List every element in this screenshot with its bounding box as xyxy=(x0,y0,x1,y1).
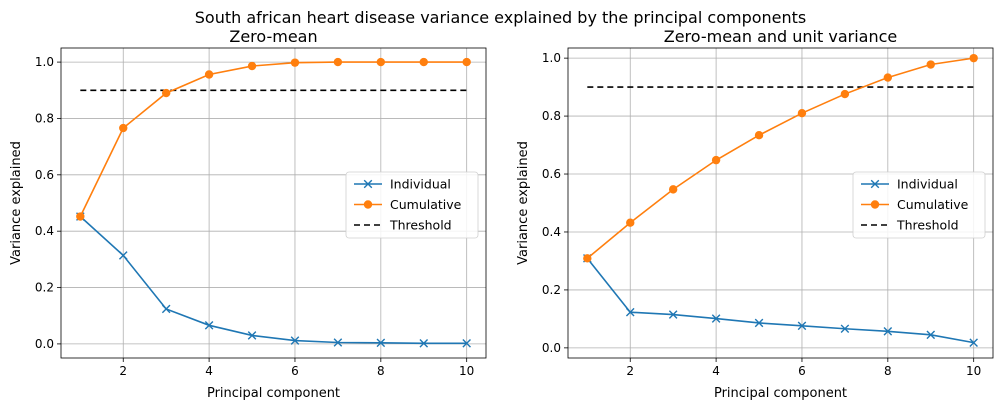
legend: Individual Cumulative Threshold xyxy=(852,171,986,239)
y-tick-label: 0.4 xyxy=(35,224,54,238)
legend-marker xyxy=(363,179,373,189)
data-point-cumulative xyxy=(204,70,214,79)
x-tick-label: 6 xyxy=(798,364,806,378)
data-point-cumulative xyxy=(583,254,592,263)
data-point-cumulative xyxy=(969,53,978,63)
data-point-cumulative xyxy=(883,73,893,82)
y-tick-label: 1.0 xyxy=(542,51,561,65)
data-point-cumulative xyxy=(119,123,128,133)
data-point-cumulative xyxy=(626,218,635,227)
x-tick-label: 4 xyxy=(712,364,720,378)
x-tick-label: 10 xyxy=(459,364,474,378)
legend-label: Threshold xyxy=(896,218,959,233)
y-tick-label: 0.0 xyxy=(542,341,561,355)
data-point-cumulative xyxy=(926,60,935,69)
y-tick-label: 0.8 xyxy=(35,111,54,125)
data-point-individual xyxy=(333,338,343,347)
data-point-individual xyxy=(668,310,678,319)
series-line-cumulative xyxy=(79,61,467,217)
legend-box xyxy=(852,171,986,239)
legend-label: Individual xyxy=(390,177,451,192)
axes-frame xyxy=(567,47,994,359)
axes-frame xyxy=(60,47,487,359)
legend-box xyxy=(345,171,479,239)
figure-suptitle: South african heart disease variance exp… xyxy=(194,8,807,27)
data-point-individual xyxy=(376,338,386,348)
y-tick-label: 0.6 xyxy=(35,168,54,182)
x-tick-label: 10 xyxy=(966,364,981,378)
subplot-title: Zero-mean and unit variance xyxy=(664,27,898,46)
legend-marker xyxy=(870,179,880,189)
subplot-2: 2 4 6 8 10 0.0 0.2 0.4 0.6 0.8 1.0 Principal compon… xyxy=(516,27,994,401)
legend-label: Individual xyxy=(897,177,958,192)
legend: Individual Cumulative Threshold xyxy=(345,171,479,239)
legend-label: Cumulative xyxy=(897,197,969,212)
data-point-cumulative xyxy=(711,155,721,165)
legend-label: Cumulative xyxy=(390,197,462,212)
series-line-individual xyxy=(79,215,467,345)
y-tick-label: 1.0 xyxy=(35,55,54,69)
data-point-cumulative xyxy=(333,57,343,67)
data-point-individual xyxy=(754,318,764,328)
x-tick-label: 8 xyxy=(377,364,385,378)
x-tick-label: 4 xyxy=(205,364,213,378)
y-axis-label: Variance explained xyxy=(9,141,24,265)
data-point-cumulative xyxy=(290,58,300,67)
y-tick-label: 0.8 xyxy=(542,109,561,123)
data-point-cumulative xyxy=(754,131,764,140)
data-point-individual xyxy=(711,314,721,323)
subplot-title: Zero-mean xyxy=(229,27,317,46)
x-tick-label: 2 xyxy=(626,364,634,378)
data-point-individual xyxy=(247,331,257,340)
data-point-cumulative xyxy=(376,57,386,67)
data-point-individual xyxy=(118,251,128,260)
data-point-individual xyxy=(883,327,893,336)
data-point-individual xyxy=(840,324,850,334)
data-point-cumulative xyxy=(247,61,257,71)
y-tick-label: 0.2 xyxy=(35,281,54,295)
data-point-individual xyxy=(161,304,171,314)
x-tick-label: 2 xyxy=(119,364,127,378)
data-point-cumulative xyxy=(161,88,171,98)
legend-marker xyxy=(363,200,373,209)
y-tick-label: 0.6 xyxy=(542,167,561,181)
data-point-individual xyxy=(290,336,300,345)
y-tick-label: 0.2 xyxy=(542,283,561,297)
legend-marker xyxy=(870,200,880,209)
data-point-individual xyxy=(419,339,429,348)
legend-label: Threshold xyxy=(389,218,452,233)
y-tick-label: 0.0 xyxy=(35,337,54,351)
data-point-cumulative xyxy=(668,185,678,194)
data-point-individual xyxy=(462,339,471,348)
data-point-cumulative xyxy=(840,89,850,99)
data-point-cumulative xyxy=(76,212,85,221)
subplot-1: 2 4 6 8 10 0.0 0.2 0.4 0.6 0.8 1.0 Principal compon… xyxy=(9,27,487,401)
data-point-individual xyxy=(625,307,635,317)
series-line-individual xyxy=(586,257,974,344)
y-tick-label: 0.4 xyxy=(542,225,561,239)
data-point-individual xyxy=(926,330,936,340)
data-point-individual xyxy=(969,338,978,347)
data-point-individual xyxy=(204,321,214,330)
data-point-cumulative xyxy=(462,57,471,67)
x-tick-label: 8 xyxy=(884,364,892,378)
series-line-cumulative xyxy=(586,57,974,259)
data-point-cumulative xyxy=(797,108,807,118)
x-axis-label: Principal component xyxy=(714,386,847,401)
x-tick-label: 6 xyxy=(291,364,299,378)
y-axis-label: Variance explained xyxy=(516,141,531,265)
data-point-individual xyxy=(797,321,807,331)
data-point-cumulative xyxy=(419,57,428,67)
x-axis-label: Principal component xyxy=(207,386,340,401)
